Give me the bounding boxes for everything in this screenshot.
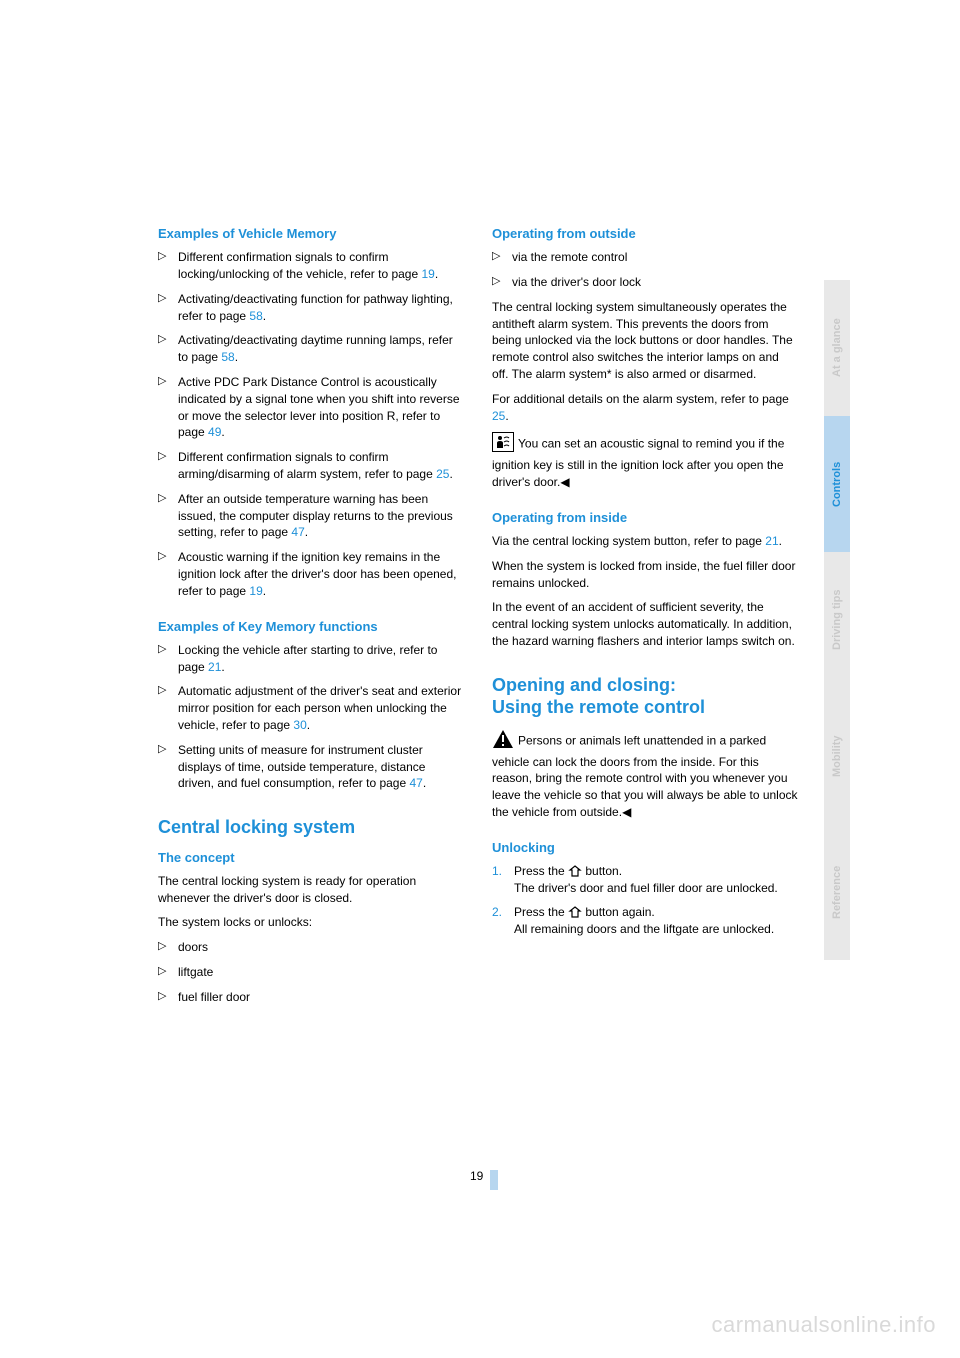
vehicle-memory-list: Different confirmation signals to confir… — [158, 249, 464, 599]
page-number: 19 — [470, 1169, 483, 1183]
side-tab[interactable]: Controls — [824, 416, 850, 552]
list-item: via the remote control — [492, 249, 798, 266]
right-column: Operating from outside via the remote co… — [492, 225, 798, 1014]
info-note: You can set an acoustic signal to remind… — [492, 432, 798, 490]
page-link[interactable]: 58 — [249, 309, 262, 323]
step-item: 1. Press the button. The driver's door a… — [492, 863, 798, 897]
concept-paragraph: The central locking system is ready for … — [158, 873, 464, 907]
page-link[interactable]: 58 — [221, 350, 234, 364]
page-link[interactable]: 21 — [208, 660, 221, 674]
concept-list: doors liftgate fuel filler door — [158, 939, 464, 1005]
step-detail: All remaining doors and the liftgate are… — [514, 922, 774, 936]
list-item: After an outside temperature warning has… — [158, 491, 464, 541]
heading-opening-closing: Opening and closing: Using the remote co… — [492, 674, 798, 719]
warning-triangle-icon — [492, 729, 514, 754]
list-item: Different confirmation signals to confir… — [158, 449, 464, 483]
side-tabs: At a glanceControlsDriving tipsMobilityR… — [824, 280, 850, 960]
heading-operating-outside: Operating from outside — [492, 225, 798, 243]
page-link[interactable]: 19 — [421, 267, 434, 281]
step-number: 2. — [492, 904, 502, 921]
heading-unlocking: Unlocking — [492, 839, 798, 857]
page-link[interactable]: 25 — [436, 467, 449, 481]
outside-paragraph: The central locking system simultaneousl… — [492, 299, 798, 383]
step-item: 2. Press the button again. All remaining… — [492, 904, 798, 938]
inside-paragraph: Via the central locking system button, r… — [492, 533, 798, 550]
list-item: doors — [158, 939, 464, 956]
page-link[interactable]: 25 — [492, 409, 505, 423]
page-link[interactable]: 19 — [249, 584, 262, 598]
unlock-button-icon — [568, 905, 582, 919]
side-tab[interactable]: At a glance — [824, 280, 850, 416]
list-item: Active PDC Park Distance Control is acou… — [158, 374, 464, 441]
side-tab[interactable]: Reference — [824, 824, 850, 960]
page-body: Examples of Vehicle Memory Different con… — [158, 225, 798, 1014]
list-item: Automatic adjustment of the driver's sea… — [158, 683, 464, 733]
list-item: Acoustic warning if the ignition key rem… — [158, 549, 464, 599]
key-memory-list: Locking the vehicle after starting to dr… — [158, 642, 464, 792]
outside-paragraph: For additional details on the alarm syst… — [492, 391, 798, 425]
page-link[interactable]: 47 — [409, 776, 422, 790]
side-tab[interactable]: Driving tips — [824, 552, 850, 688]
side-tab[interactable]: Mobility — [824, 688, 850, 824]
list-item: liftgate — [158, 964, 464, 981]
page-link[interactable]: 30 — [293, 718, 306, 732]
page-number-marker — [490, 1170, 498, 1190]
left-column: Examples of Vehicle Memory Different con… — [158, 225, 464, 1014]
heading-operating-inside: Operating from inside — [492, 509, 798, 527]
heading-concept: The concept — [158, 849, 464, 867]
list-item: Activating/deactivating function for pat… — [158, 291, 464, 325]
watermark: carmanualsonline.info — [711, 1312, 936, 1338]
unlocking-steps: 1. Press the button. The driver's door a… — [492, 863, 798, 938]
list-item: fuel filler door — [158, 989, 464, 1006]
concept-paragraph: The system locks or unlocks: — [158, 914, 464, 931]
inside-paragraph: In the event of an accident of sufficien… — [492, 599, 798, 649]
step-number: 1. — [492, 863, 502, 880]
list-item: Locking the vehicle after starting to dr… — [158, 642, 464, 676]
inside-paragraph: When the system is locked from inside, t… — [492, 558, 798, 592]
list-item: Setting units of measure for instrument … — [158, 742, 464, 792]
warning-note: Persons or animals left unattended in a … — [492, 729, 798, 821]
heading-key-memory: Examples of Key Memory functions — [158, 618, 464, 636]
page-link[interactable]: 47 — [291, 525, 304, 539]
list-item: via the driver's door lock — [492, 274, 798, 291]
heading-vehicle-memory: Examples of Vehicle Memory — [158, 225, 464, 243]
unlock-button-icon — [568, 864, 582, 878]
page-link[interactable]: 21 — [765, 534, 778, 548]
heading-central-locking: Central locking system — [158, 816, 464, 839]
list-item: Activating/deactivating daytime running … — [158, 332, 464, 366]
step-detail: The driver's door and fuel filler door a… — [514, 881, 778, 895]
page-link[interactable]: 49 — [208, 425, 221, 439]
info-person-icon — [492, 432, 514, 457]
list-item: Different confirmation signals to confir… — [158, 249, 464, 283]
outside-list: via the remote control via the driver's … — [492, 249, 798, 291]
